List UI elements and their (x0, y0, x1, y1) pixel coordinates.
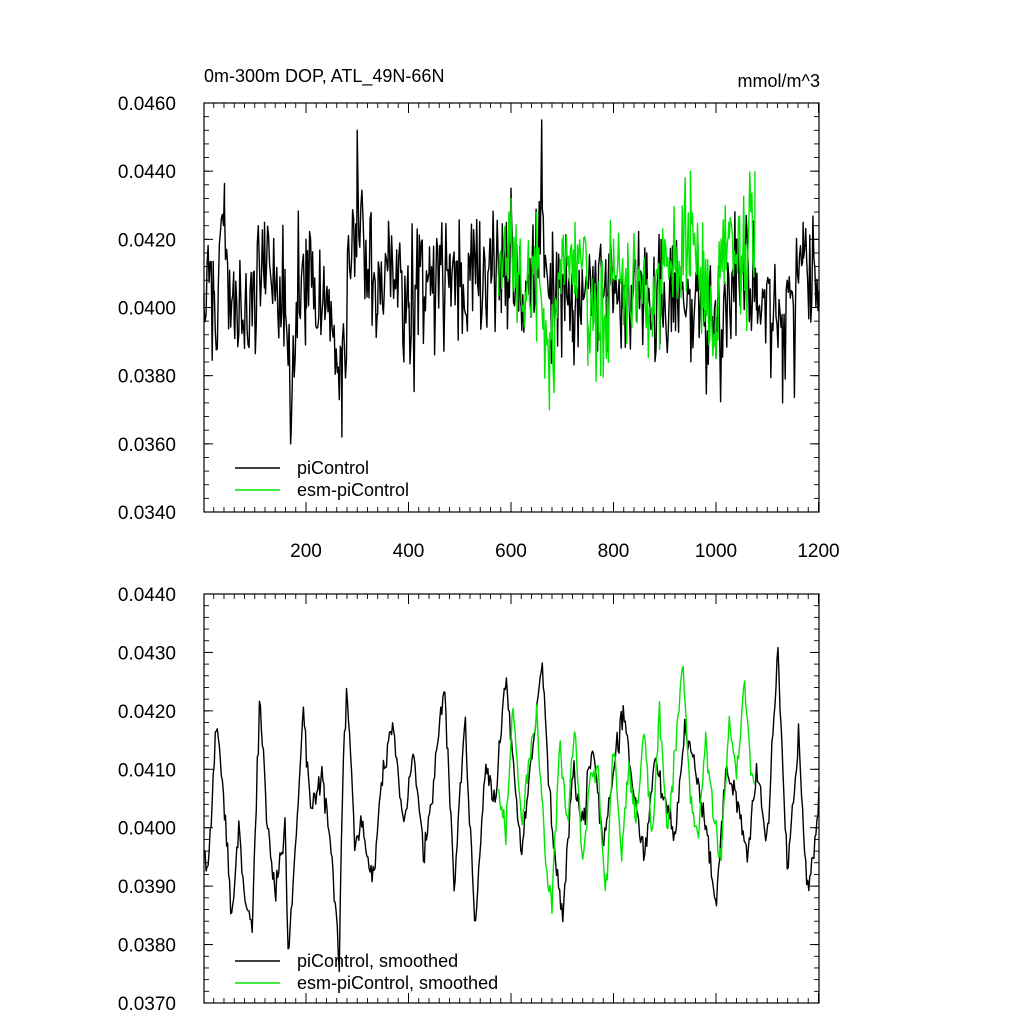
y-tick-label: 0.0390 (118, 877, 176, 898)
y-tick-label: 0.0420 (118, 230, 176, 251)
series-line-picontrol (203, 646, 820, 973)
x-tick-label: 1000 (695, 541, 737, 562)
bottom-plot-frame (203, 593, 820, 1004)
y-tick-label: 0.0380 (118, 936, 176, 957)
x-tick-label: 200 (290, 541, 322, 562)
x-tick-label: 600 (495, 541, 527, 562)
bottom-panel: 0.0370 0.0380 0.0390 0.0400 0.0410 0.0420 0.04… (118, 585, 820, 1015)
bottom-lines (203, 646, 820, 973)
series-line-esm-picontrol (498, 170, 756, 411)
y-tick-label: 0.0380 (118, 367, 176, 388)
y-tick-label: 0.0360 (118, 435, 176, 456)
x-tick-label: 1200 (797, 541, 839, 562)
y-tick-label: 0.0430 (118, 643, 176, 664)
series-line-picontrol (203, 119, 820, 445)
x-tick-label: 800 (598, 541, 630, 562)
legend-label: esm-piControl, smoothed (297, 973, 498, 993)
legend-label: esm-piControl (297, 480, 409, 500)
y-tick-label: 0.0420 (118, 702, 176, 723)
top-ticks: 0.0340 0.0360 0.0380 0.0400 0.0420 0.0440 0.04… (118, 94, 840, 562)
legend-label: piControl (297, 458, 369, 478)
legend-label: piControl, smoothed (297, 951, 458, 971)
y-tick-label: 0.0410 (118, 760, 176, 781)
chart-title: 0m-300m DOP, ATL_49N-66N (204, 66, 444, 87)
bottom-ticks: 0.0370 0.0380 0.0390 0.0400 0.0410 0.0420 0.04… (118, 585, 819, 1015)
y-tick-label: 0.0460 (118, 94, 176, 115)
top-lines (203, 119, 820, 445)
y-tick-label: 0.0400 (118, 819, 176, 840)
y-tick-label: 0.0440 (118, 585, 176, 606)
y-tick-label: 0.0370 (118, 994, 176, 1015)
series-line-esm-picontrol (498, 665, 756, 914)
units-label: mmol/m^3 (738, 71, 820, 91)
top-panel: 0m-300m DOP, ATL_49N-66N mmol/m^3 0.0340… (118, 66, 840, 562)
y-tick-label: 0.0440 (118, 162, 176, 183)
x-tick-label: 400 (393, 541, 425, 562)
y-tick-label: 0.0400 (118, 299, 176, 320)
y-tick-label: 0.0340 (118, 503, 176, 524)
